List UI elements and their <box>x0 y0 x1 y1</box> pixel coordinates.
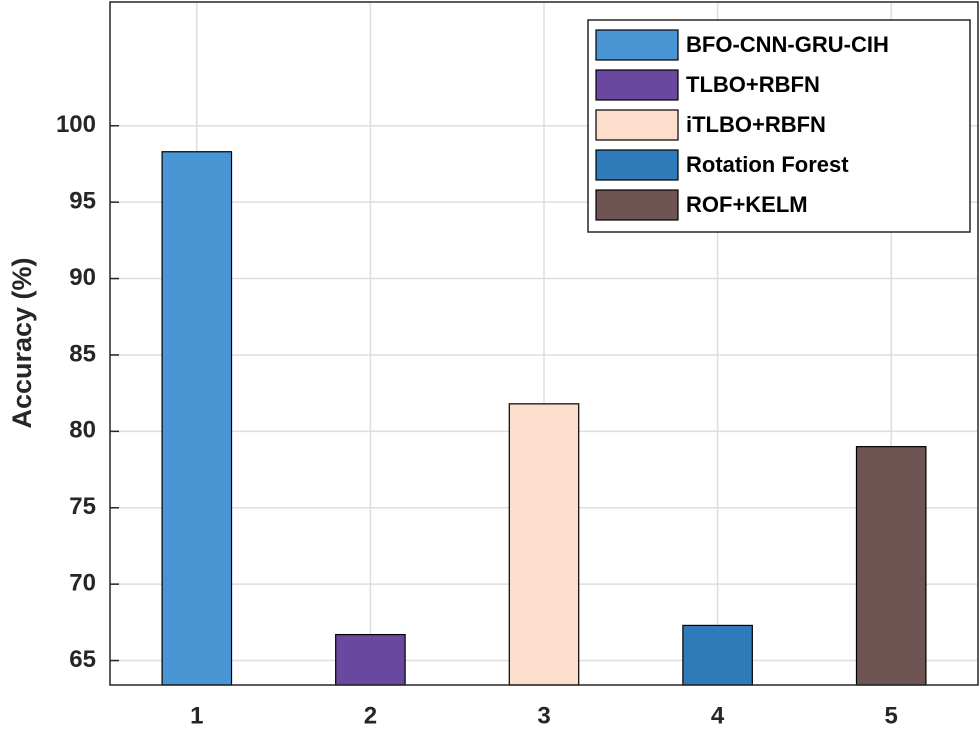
legend-label: iTLBO+RBFN <box>686 112 826 137</box>
x-tick-label: 4 <box>711 702 725 729</box>
y-tick-label: 75 <box>69 493 96 520</box>
bar <box>855 446 927 686</box>
legend-swatch <box>595 149 679 181</box>
legend-swatch <box>595 69 679 101</box>
y-tick-label: 95 <box>69 188 96 215</box>
y-tick-label: 100 <box>56 111 96 138</box>
y-tick-label: 90 <box>69 264 96 291</box>
legend-swatch <box>595 29 679 61</box>
x-tick-label: 1 <box>190 702 203 729</box>
legend-label: Rotation Forest <box>686 152 849 177</box>
legend-label: ROF+KELM <box>686 192 808 217</box>
bar <box>161 151 233 686</box>
y-tick-label: 65 <box>69 646 96 673</box>
legend-label: BFO-CNN-GRU-CIH <box>686 32 889 57</box>
bar <box>682 624 753 686</box>
y-axis-label: Accuracy (%) <box>7 257 37 428</box>
x-tick-label: 2 <box>364 702 377 729</box>
x-tick-label: 3 <box>537 702 550 729</box>
legend-label: TLBO+RBFN <box>686 72 820 97</box>
y-tick-label: 85 <box>69 340 96 367</box>
axes-box <box>109 1 979 686</box>
y-tick-label: 80 <box>69 417 96 444</box>
legend-swatch <box>595 189 679 221</box>
bar <box>508 403 580 686</box>
legend-swatch <box>595 109 679 141</box>
bar <box>335 633 406 686</box>
x-tick-label: 5 <box>885 702 898 729</box>
y-tick-label: 70 <box>69 569 96 596</box>
